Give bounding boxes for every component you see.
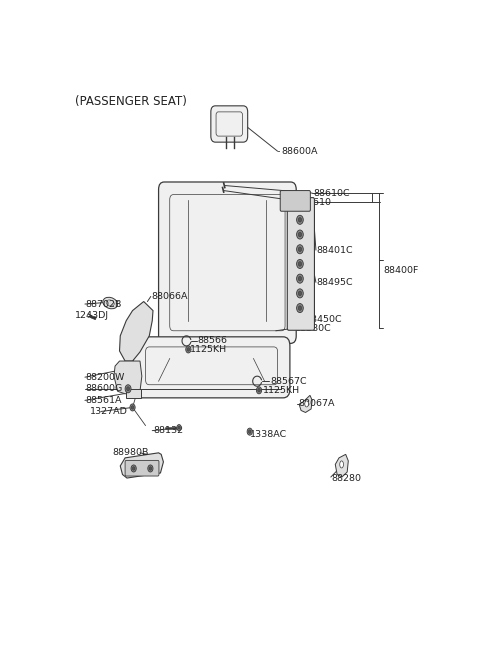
Polygon shape	[299, 396, 312, 413]
Text: 88280: 88280	[332, 474, 361, 483]
Text: 88450C: 88450C	[305, 315, 342, 324]
Circle shape	[297, 259, 303, 269]
Circle shape	[297, 230, 303, 239]
Text: 1125KH: 1125KH	[263, 386, 300, 395]
Text: 88561A: 88561A	[85, 396, 122, 405]
Ellipse shape	[340, 461, 344, 468]
Text: 88702B: 88702B	[85, 299, 121, 309]
Circle shape	[298, 262, 301, 266]
Circle shape	[127, 386, 130, 391]
Text: 88566: 88566	[198, 337, 228, 345]
Text: 88567C: 88567C	[270, 377, 307, 386]
Text: 88610C: 88610C	[313, 189, 349, 198]
Text: 88200W: 88200W	[85, 373, 125, 382]
Text: 88600A: 88600A	[281, 147, 318, 157]
Circle shape	[247, 428, 252, 435]
Circle shape	[297, 289, 303, 298]
Circle shape	[298, 247, 301, 252]
Text: 88066A: 88066A	[151, 292, 188, 301]
Ellipse shape	[103, 297, 118, 309]
Circle shape	[177, 424, 181, 430]
Text: 1125KH: 1125KH	[190, 345, 228, 354]
Polygon shape	[335, 455, 348, 477]
Text: 88132: 88132	[153, 426, 183, 435]
Circle shape	[186, 346, 191, 353]
Circle shape	[258, 388, 260, 392]
Circle shape	[298, 233, 301, 237]
Circle shape	[130, 404, 135, 411]
Circle shape	[131, 465, 136, 472]
FancyBboxPatch shape	[126, 389, 142, 398]
Text: 1243DJ: 1243DJ	[75, 311, 109, 320]
FancyBboxPatch shape	[280, 191, 311, 212]
Text: 1338AC: 1338AC	[250, 430, 287, 439]
Text: 88067A: 88067A	[298, 400, 335, 409]
Text: 88400F: 88400F	[384, 266, 419, 274]
FancyBboxPatch shape	[133, 337, 290, 398]
Polygon shape	[91, 316, 96, 320]
Circle shape	[131, 405, 134, 409]
Circle shape	[149, 467, 152, 470]
Circle shape	[148, 465, 153, 472]
Polygon shape	[120, 453, 163, 478]
Circle shape	[297, 303, 303, 312]
Circle shape	[297, 274, 303, 283]
Text: 88600G: 88600G	[85, 384, 122, 393]
Circle shape	[298, 276, 301, 281]
Circle shape	[178, 426, 180, 429]
Text: 88980B: 88980B	[112, 448, 148, 457]
Circle shape	[132, 467, 135, 470]
Circle shape	[256, 386, 262, 394]
Circle shape	[297, 245, 303, 253]
FancyBboxPatch shape	[211, 106, 248, 142]
Text: 1327AD: 1327AD	[90, 407, 128, 416]
Polygon shape	[120, 301, 153, 361]
Circle shape	[298, 217, 301, 222]
Circle shape	[125, 384, 131, 393]
Circle shape	[297, 215, 303, 225]
Text: 88380C: 88380C	[294, 324, 331, 333]
FancyBboxPatch shape	[288, 198, 314, 330]
Text: 88401C: 88401C	[317, 246, 353, 255]
Text: (PASSENGER SEAT): (PASSENGER SEAT)	[75, 95, 187, 108]
Text: 88495C: 88495C	[317, 278, 353, 288]
Circle shape	[187, 348, 190, 351]
Circle shape	[249, 430, 251, 434]
Polygon shape	[114, 361, 142, 394]
FancyBboxPatch shape	[158, 182, 296, 343]
Text: 88610: 88610	[302, 198, 332, 207]
Circle shape	[298, 306, 301, 310]
FancyBboxPatch shape	[125, 460, 159, 476]
Circle shape	[298, 291, 301, 295]
Ellipse shape	[305, 401, 309, 407]
